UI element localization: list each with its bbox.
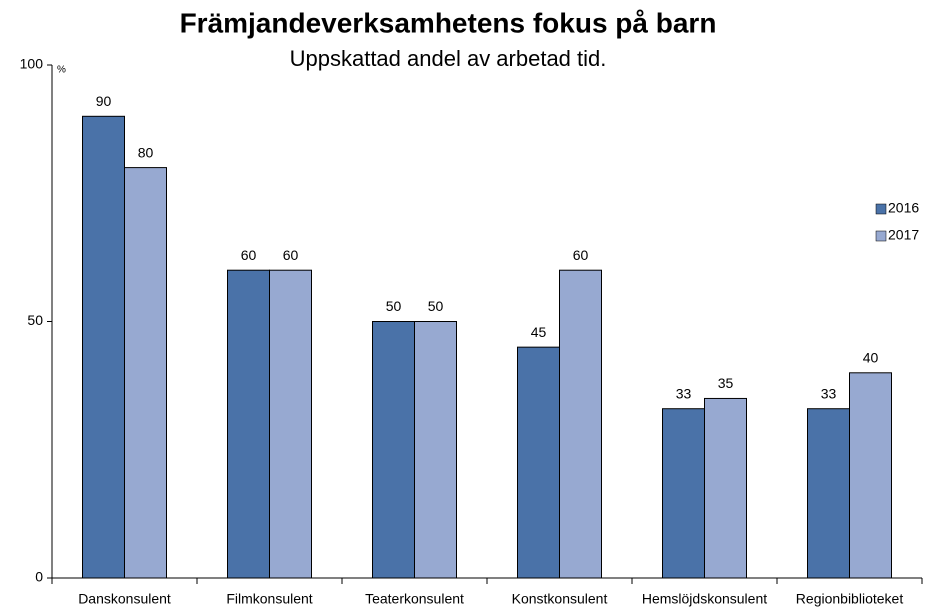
bar <box>372 321 415 579</box>
data-label: 60 <box>573 247 589 263</box>
x-tick-label: Filmkonsulent <box>226 591 312 607</box>
data-label: 50 <box>428 298 444 314</box>
x-tick-label: Hemslöjdskonsulent <box>642 591 767 607</box>
bar <box>82 115 125 579</box>
data-label: 45 <box>531 324 547 340</box>
chart-title: Främjandeverksamhetens fokus på barn <box>180 7 717 38</box>
bar <box>517 346 560 579</box>
bar <box>807 408 850 579</box>
x-tick-label: Danskonsulent <box>78 591 171 607</box>
data-label: 60 <box>241 247 257 263</box>
bar <box>227 269 270 579</box>
legend-swatch <box>875 203 887 215</box>
data-label: 60 <box>283 247 299 263</box>
data-label: 40 <box>863 350 879 366</box>
data-label: 80 <box>138 144 154 160</box>
x-tick-label: Regionbiblioteket <box>796 591 904 607</box>
data-label: 90 <box>96 93 112 109</box>
legend-swatch <box>875 230 887 242</box>
bar <box>704 397 747 579</box>
legend-label: 2016 <box>888 200 919 216</box>
bar <box>662 408 705 579</box>
y-tick-label: 0 <box>35 569 43 585</box>
bar <box>269 269 312 579</box>
x-tick-label: Teaterkonsulent <box>365 591 464 607</box>
data-label: 35 <box>718 375 734 391</box>
data-label: 50 <box>386 298 402 314</box>
bar <box>414 321 457 579</box>
x-tick-label: Konstkonsulent <box>512 591 608 607</box>
bar <box>849 372 892 579</box>
y-tick-label: 50 <box>27 312 43 328</box>
chart-subtitle: Uppskattad andel av arbetad tid. <box>290 46 607 71</box>
bar <box>124 167 167 579</box>
data-label: 33 <box>676 385 692 401</box>
legend-label: 2017 <box>888 227 919 243</box>
y-unit: % <box>57 65 66 76</box>
bar <box>559 269 602 579</box>
data-label: 33 <box>821 385 837 401</box>
y-tick-label: 100 <box>20 56 44 72</box>
